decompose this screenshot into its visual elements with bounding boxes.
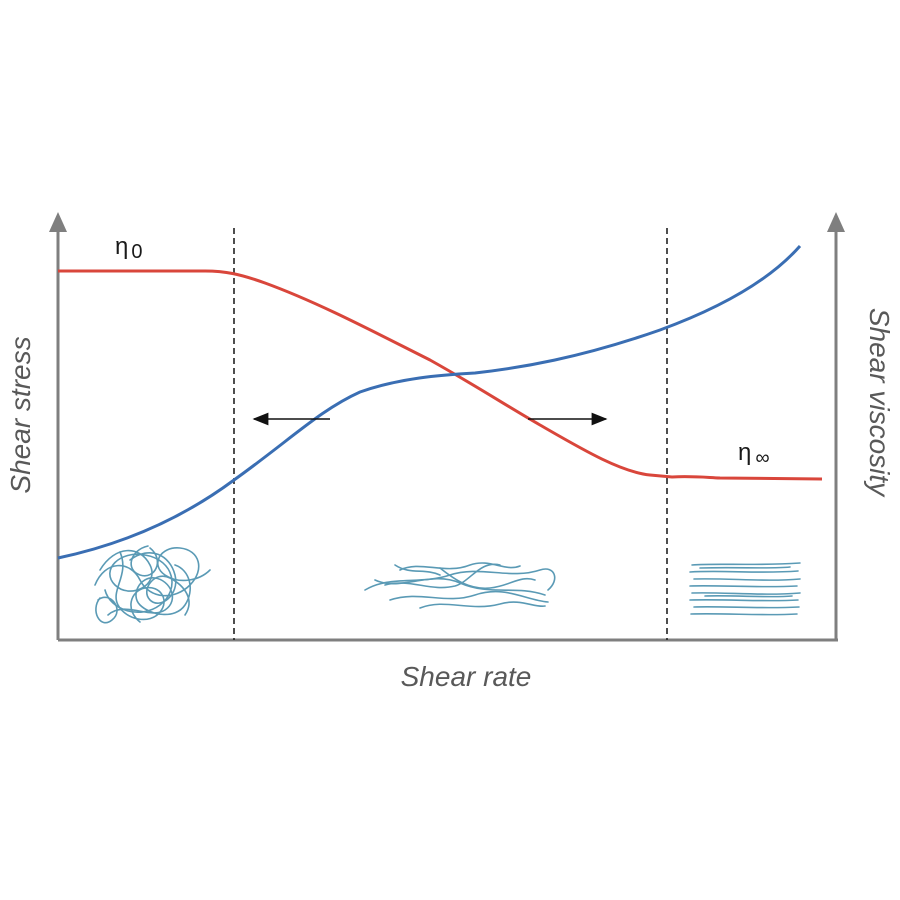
x-axis-title: Shear rate: [401, 661, 532, 692]
partially-aligned-chains-illustration: [364, 562, 556, 609]
aligned-chains-illustration: [689, 562, 801, 616]
entangled-chains-illustration: [94, 545, 211, 624]
left-y-axis-title: Shear stress: [5, 336, 36, 493]
right-y-axis-title: Shear viscosity: [864, 308, 895, 498]
region-dividers: [233, 228, 668, 640]
viscosity-curve: [58, 269, 823, 481]
left-y-axis-arrowhead: [49, 212, 67, 232]
right-y-axis-arrowhead: [827, 212, 845, 232]
axes: [49, 212, 845, 642]
eta-infinity-label: η ∞: [738, 439, 770, 469]
stress-curve: [57, 245, 802, 560]
